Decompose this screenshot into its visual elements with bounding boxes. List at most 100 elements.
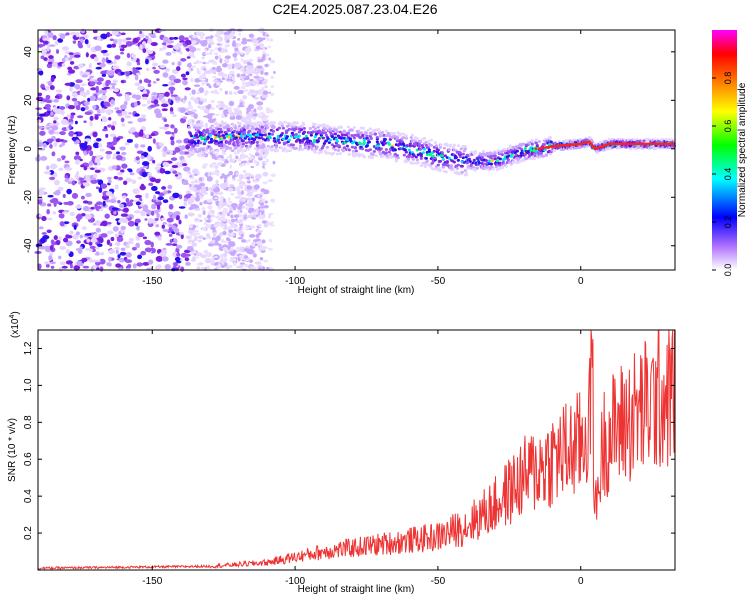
heatmap-cell — [456, 163, 460, 167]
heatmap-cell — [141, 171, 148, 178]
heatmap-cell — [250, 207, 255, 212]
heatmap-cell — [127, 121, 133, 124]
heatmap-cell — [107, 124, 112, 128]
heatmap-cell — [220, 239, 225, 243]
heatmap-cell — [448, 144, 452, 148]
heatmap-cell — [241, 139, 245, 143]
heatmap-cell — [193, 84, 201, 87]
heatmap-cell — [178, 194, 183, 200]
heatmap-cell — [135, 72, 142, 76]
heatmap-cell — [75, 171, 80, 176]
heatmap-cell — [44, 104, 51, 109]
heatmap-cell — [224, 44, 229, 48]
heatmap-cell — [58, 255, 62, 260]
heatmap-cell — [218, 29, 224, 35]
heatmap-cell — [242, 170, 247, 173]
heatmap-cell — [264, 85, 268, 89]
heatmap-cell — [368, 134, 372, 138]
heatmap-cell — [135, 242, 141, 249]
heatmap-cell — [228, 200, 233, 204]
heatmap-cell — [261, 211, 265, 215]
heatmap-cell — [280, 124, 284, 128]
heatmap-cell — [232, 205, 236, 209]
heatmap-cell — [161, 100, 169, 105]
heatmap-cell — [62, 211, 69, 214]
heatmap-cell — [246, 61, 252, 66]
heatmap-cell — [191, 183, 195, 187]
heatmap-cell — [111, 156, 117, 160]
heatmap-cell — [261, 143, 265, 147]
heatmap-cell — [95, 227, 101, 233]
heatmap-cell — [199, 182, 206, 187]
heatmap-cell — [370, 156, 374, 160]
heatmap-cell — [99, 266, 104, 272]
heatmap-cell — [254, 243, 259, 246]
heatmap-cell — [271, 125, 275, 129]
heatmap-cell — [213, 255, 218, 258]
heatmap-cell — [243, 136, 247, 140]
heatmap-cell — [179, 117, 186, 124]
heatmap-cell — [47, 61, 53, 65]
heatmap-cell — [158, 236, 162, 241]
heatmap-cell — [42, 43, 46, 47]
heatmap-cell — [217, 101, 221, 104]
heatmap-cell — [137, 176, 143, 180]
heatmap-cell — [548, 152, 552, 156]
heatmap-cell — [122, 38, 128, 43]
heatmap-cell — [201, 206, 206, 211]
heatmap-cell — [187, 126, 191, 129]
heatmap-cell — [301, 121, 305, 125]
heatmap-cell — [337, 144, 341, 148]
heatmap-cell — [81, 195, 85, 200]
heatmap-cell — [371, 153, 375, 156]
heatmap-cell — [173, 127, 178, 134]
heatmap-cell — [219, 57, 223, 64]
heatmap-cell — [153, 69, 160, 74]
heatmap-cell — [95, 85, 99, 91]
heatmap-cell — [232, 143, 236, 147]
heatmap-cell — [97, 179, 104, 186]
heatmap-cell — [93, 56, 99, 62]
heatmap-cell — [324, 139, 328, 143]
heatmap-cell — [199, 120, 204, 123]
heatmap-cell — [114, 107, 120, 110]
heatmap-cell — [218, 107, 224, 111]
heatmap-cell — [77, 41, 82, 48]
heatmap-cell — [498, 157, 502, 161]
heatmap-cell — [69, 86, 73, 92]
heatmap-cell — [191, 188, 195, 192]
heatmap-cell — [94, 45, 102, 52]
heatmap-cell — [261, 94, 268, 99]
heatmap-cell — [350, 145, 354, 149]
heatmap-cell — [193, 141, 197, 145]
heatmap-cell — [339, 136, 343, 140]
heatmap-cell — [38, 190, 45, 196]
heatmap-cell — [210, 191, 214, 197]
heatmap-cell — [238, 148, 242, 152]
heatmap-cell — [80, 107, 86, 112]
heatmap-cell — [264, 123, 268, 127]
heatmap-cell — [196, 70, 201, 75]
heatmap-cell — [219, 253, 224, 259]
heatmap-cell — [214, 215, 221, 219]
heatmap-cell — [174, 174, 179, 177]
heatmap-cell — [83, 120, 87, 124]
heatmap-cell — [200, 266, 205, 270]
heatmap-cell — [275, 149, 279, 153]
heatmap-cell — [360, 147, 364, 151]
heatmap-cell — [249, 155, 255, 160]
heatmap-cell — [206, 265, 210, 270]
heatmap-cell — [105, 154, 112, 160]
heatmap-cell — [203, 39, 208, 43]
heatmap-cell — [213, 61, 218, 65]
heatmap-cell — [75, 214, 83, 220]
heatmap-cell — [120, 32, 126, 36]
heatmap-cell — [228, 264, 233, 269]
heatmap-cell — [266, 221, 272, 226]
heatmap-cell — [237, 124, 241, 128]
heatmap-cell — [335, 139, 339, 143]
x-tick-label: -50 — [431, 576, 446, 587]
heatmap-cell — [217, 38, 221, 42]
heatmap-cell — [235, 172, 240, 176]
heatmap-cell — [50, 265, 55, 269]
